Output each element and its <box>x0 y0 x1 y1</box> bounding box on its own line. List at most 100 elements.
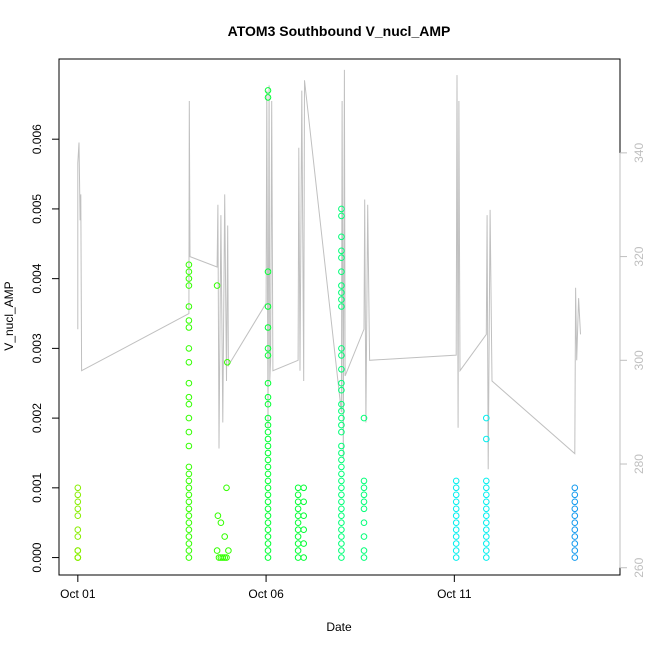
data-point <box>338 212 345 220</box>
data-point <box>185 324 193 331</box>
data-point <box>264 87 272 94</box>
data-point <box>483 498 490 506</box>
data-point <box>185 379 193 387</box>
data-point <box>185 484 193 492</box>
data-point <box>264 379 272 387</box>
chart-title: ATOM3 Southbound V_nucl_AMP <box>228 23 451 39</box>
data-point <box>338 366 345 373</box>
data-point <box>338 205 345 213</box>
data-point <box>452 533 460 540</box>
data-point <box>483 540 490 547</box>
data-point <box>264 442 272 450</box>
data-point <box>360 533 368 540</box>
data-point <box>264 303 272 310</box>
data-point <box>452 512 460 520</box>
data-point <box>338 386 345 394</box>
data-point <box>452 484 460 492</box>
data-point <box>571 512 579 520</box>
data-point <box>338 470 345 478</box>
data-point <box>483 554 490 561</box>
data-point <box>185 303 193 310</box>
data-point <box>294 554 302 561</box>
y2-tick-label: 320 <box>632 246 646 266</box>
data-point <box>294 484 302 492</box>
data-point <box>338 400 345 408</box>
data-point <box>294 526 302 534</box>
data-point <box>338 282 345 289</box>
data-point <box>185 477 193 485</box>
data-point <box>338 247 345 255</box>
data-point <box>483 526 490 534</box>
data-point <box>185 282 193 289</box>
data-point <box>185 463 193 471</box>
data-point <box>452 540 460 547</box>
x-tick-label: Oct 11 <box>437 587 472 601</box>
data-point <box>74 491 82 499</box>
data-point <box>185 428 193 436</box>
data-point <box>571 540 579 547</box>
data-point <box>483 435 490 443</box>
data-point <box>223 484 230 492</box>
y2-tick-label: 300 <box>632 350 646 370</box>
data-point <box>264 477 272 485</box>
data-point <box>452 505 460 513</box>
data-point <box>483 414 490 422</box>
y-tick-label: 0.001 <box>30 472 44 502</box>
data-point <box>264 393 272 401</box>
y-tick-label: 0.006 <box>30 124 44 154</box>
data-point <box>360 505 368 513</box>
data-point <box>185 533 193 540</box>
y2-tick-label: 340 <box>632 143 646 163</box>
data-point <box>338 379 345 387</box>
data-point <box>185 414 193 422</box>
data-point <box>483 519 490 527</box>
data-point <box>264 400 272 408</box>
data-point <box>264 512 272 520</box>
data-point <box>264 352 272 359</box>
data-point <box>294 491 302 499</box>
data-point <box>264 498 272 506</box>
plot-frame <box>58 58 621 576</box>
data-point <box>483 491 490 499</box>
data-point <box>185 554 193 561</box>
data-point <box>360 491 368 499</box>
data-point <box>214 512 222 520</box>
y-axis-label: V_nucl_AMP <box>2 281 16 350</box>
data-point <box>294 512 302 520</box>
data-point <box>300 540 308 547</box>
data-point <box>264 414 272 422</box>
x-tick-label: Oct 01 <box>60 587 96 601</box>
data-point <box>571 547 579 554</box>
data-point <box>219 554 227 561</box>
data-point <box>185 400 193 408</box>
data-point <box>360 498 368 506</box>
data-point <box>185 498 193 506</box>
y2-tick-label: 280 <box>632 454 646 474</box>
data-point <box>483 547 490 554</box>
x-tick-label: Oct 06 <box>248 587 284 601</box>
y2-tick-label: 260 <box>632 557 646 577</box>
data-point <box>483 533 490 540</box>
data-point <box>338 477 345 485</box>
data-point <box>338 449 345 457</box>
data-point <box>185 512 193 520</box>
data-point <box>74 554 82 561</box>
data-point <box>294 519 302 527</box>
data-point <box>264 94 272 101</box>
data-point <box>338 352 345 359</box>
data-point <box>571 505 579 513</box>
data-point <box>338 519 345 527</box>
data-point <box>264 505 272 513</box>
data-point <box>338 512 345 520</box>
data-point <box>224 359 231 366</box>
data-point <box>213 282 221 289</box>
data-point <box>294 533 302 540</box>
data-point <box>338 491 345 499</box>
data-point <box>300 512 308 520</box>
data-point <box>264 421 272 429</box>
data-point <box>571 484 579 492</box>
data-point <box>264 463 272 471</box>
data-point <box>74 484 82 492</box>
data-point <box>338 414 345 422</box>
data-point <box>483 512 490 520</box>
